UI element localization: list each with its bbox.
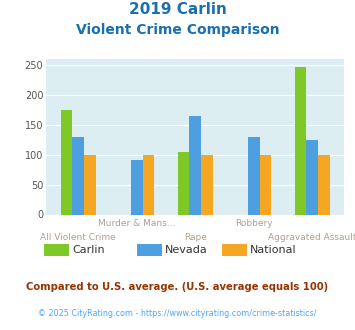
Bar: [318, 155, 330, 214]
Bar: [143, 155, 154, 214]
Bar: [84, 155, 96, 214]
Text: Murder & Mans...: Murder & Mans...: [98, 219, 175, 228]
Text: © 2025 CityRating.com - https://www.cityrating.com/crime-statistics/: © 2025 CityRating.com - https://www.city…: [38, 309, 317, 317]
Text: Violent Crime Comparison: Violent Crime Comparison: [76, 23, 279, 37]
Bar: [201, 155, 213, 214]
Bar: [61, 110, 72, 214]
Bar: [306, 140, 318, 214]
Bar: [178, 152, 190, 214]
Text: Aggravated Assault: Aggravated Assault: [268, 233, 355, 242]
Text: Rape: Rape: [184, 233, 207, 242]
Bar: [190, 116, 201, 214]
Bar: [295, 67, 306, 214]
Text: Nevada: Nevada: [165, 245, 208, 255]
Bar: [72, 137, 84, 214]
Text: Robbery: Robbery: [235, 219, 273, 228]
Text: 2019 Carlin: 2019 Carlin: [129, 2, 226, 16]
Text: Compared to U.S. average. (U.S. average equals 100): Compared to U.S. average. (U.S. average …: [26, 282, 329, 292]
Text: All Violent Crime: All Violent Crime: [40, 233, 116, 242]
Text: National: National: [250, 245, 297, 255]
Text: Carlin: Carlin: [73, 245, 105, 255]
Bar: [260, 155, 271, 214]
Bar: [131, 160, 143, 214]
Bar: [248, 137, 260, 214]
